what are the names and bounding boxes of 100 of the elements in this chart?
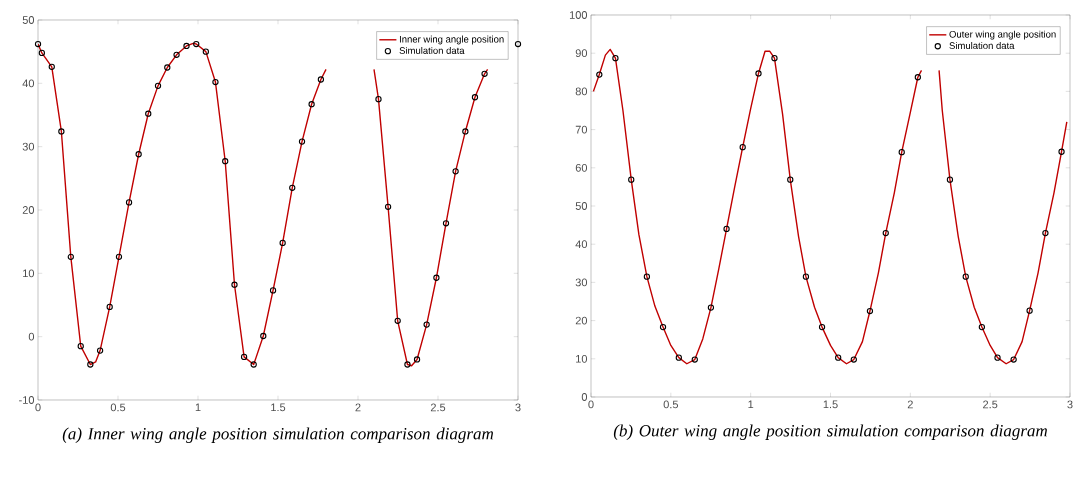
point xyxy=(707,304,715,311)
point xyxy=(145,110,152,117)
y-tick-label: 0 xyxy=(28,332,35,341)
point xyxy=(1058,148,1065,155)
point xyxy=(914,74,921,81)
point xyxy=(514,40,522,48)
point xyxy=(240,353,248,361)
point xyxy=(1010,356,1017,363)
point xyxy=(413,356,421,363)
point xyxy=(739,144,746,151)
point xyxy=(164,64,171,71)
point xyxy=(269,287,277,294)
point xyxy=(596,71,603,78)
point xyxy=(978,323,986,331)
point xyxy=(643,273,651,280)
legend-label: Simulation data xyxy=(399,46,465,54)
point xyxy=(452,168,459,175)
y-tick-label: 90 xyxy=(575,49,588,58)
point xyxy=(818,323,826,331)
point xyxy=(279,239,286,247)
x-tick-label: 0.5 xyxy=(663,400,679,409)
point xyxy=(612,55,619,62)
point xyxy=(125,199,133,206)
point xyxy=(173,51,180,58)
point xyxy=(231,281,238,288)
point xyxy=(87,361,94,368)
point xyxy=(866,307,874,315)
y-tick-label: 50 xyxy=(575,202,588,210)
point xyxy=(298,138,306,145)
point xyxy=(34,40,42,48)
y-tick-label: 30 xyxy=(575,278,588,287)
point xyxy=(212,78,219,86)
x-tick-label: 1.5 xyxy=(823,400,838,409)
point xyxy=(384,203,392,210)
point xyxy=(115,253,123,261)
x-tick-label: 0.5 xyxy=(110,403,126,412)
point xyxy=(77,343,84,350)
point xyxy=(423,321,430,328)
legend-label: Simulation data xyxy=(949,42,1015,50)
x-tick-label: 1 xyxy=(748,400,754,409)
y-tick-label: 70 xyxy=(575,125,588,134)
y-tick-label: 40 xyxy=(575,240,588,249)
x-tick-label: 0 xyxy=(35,403,41,412)
point xyxy=(96,347,104,354)
y-tick-label: 10 xyxy=(576,354,588,363)
x-tick-label: 3 xyxy=(515,403,521,412)
point xyxy=(1026,307,1033,314)
x-tick-label: 2.5 xyxy=(430,403,446,412)
point xyxy=(898,148,905,156)
legend-label: Inner wing angle position xyxy=(399,35,504,45)
x-tick-label: 1 xyxy=(195,403,201,412)
point xyxy=(962,273,969,280)
point xyxy=(67,253,74,261)
point xyxy=(850,356,857,363)
point xyxy=(723,225,730,233)
y-tick-label: 60 xyxy=(575,163,588,172)
point xyxy=(628,176,635,183)
y-tick-label: 80 xyxy=(575,87,588,96)
text: (a) Inner wing angle position simulation comparison diagram xyxy=(62,427,494,443)
y-tick-label: -10 xyxy=(19,396,35,404)
point xyxy=(771,55,778,62)
y-tick-label: 20 xyxy=(575,316,588,325)
point xyxy=(433,274,440,281)
point xyxy=(691,356,698,363)
point xyxy=(58,128,65,135)
legend-label: Outer wing angle position xyxy=(949,30,1056,40)
point xyxy=(787,176,794,183)
x-tick-label: 2 xyxy=(907,400,913,409)
point xyxy=(755,70,762,77)
point xyxy=(106,303,113,311)
point xyxy=(154,82,162,90)
x-tick-label: 3 xyxy=(1067,400,1073,409)
text: (b) Outer wing angle position simulation comparison diagram xyxy=(613,424,1048,440)
point xyxy=(222,158,229,165)
point xyxy=(317,76,325,83)
point xyxy=(481,70,488,77)
point xyxy=(659,323,667,331)
y-tick-label: 50 xyxy=(22,16,35,24)
point xyxy=(38,49,45,57)
point xyxy=(202,48,209,55)
y-tick-label: 20 xyxy=(22,206,35,214)
point xyxy=(462,128,469,135)
point xyxy=(135,151,142,158)
x-tick-label: 2 xyxy=(355,403,361,412)
point xyxy=(183,42,190,50)
point xyxy=(308,101,315,108)
point xyxy=(946,176,954,183)
point xyxy=(882,229,889,237)
point xyxy=(471,94,479,101)
y-tick-label: 30 xyxy=(22,142,35,151)
y-tick-label: 10 xyxy=(23,269,35,278)
point xyxy=(193,40,200,48)
point xyxy=(250,361,257,368)
point xyxy=(994,354,1001,361)
x-tick-label: 1.5 xyxy=(271,403,286,412)
point xyxy=(48,63,55,71)
y-tick-label: 40 xyxy=(22,79,35,88)
point xyxy=(260,332,267,340)
y-tick-label: 0 xyxy=(581,393,588,401)
point xyxy=(375,96,382,103)
